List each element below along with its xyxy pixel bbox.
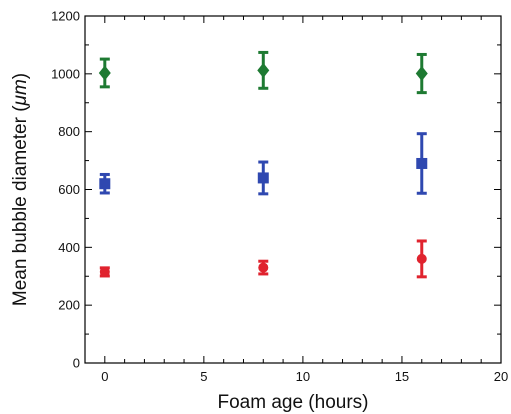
y-tick-label: 600 bbox=[58, 182, 80, 197]
data-point-diamond bbox=[98, 65, 111, 81]
x-tick-label: 0 bbox=[101, 369, 108, 384]
y-tick-label: 400 bbox=[58, 240, 80, 255]
data-point-square bbox=[257, 172, 269, 184]
y-tick-label: 200 bbox=[58, 298, 80, 313]
plot-frame bbox=[84, 15, 502, 364]
y-axis-label-suffix: ) bbox=[10, 73, 31, 79]
x-tick-label: 15 bbox=[395, 369, 409, 384]
x-tick-label: 20 bbox=[494, 369, 508, 384]
y-axis-label-unit: μm bbox=[10, 79, 31, 106]
data-point-diamond bbox=[257, 62, 270, 78]
y-axis-label-prefix: Mean bubble diameter ( bbox=[10, 105, 31, 306]
y-tick-label: 1000 bbox=[51, 66, 80, 81]
y-tick-label: 800 bbox=[58, 124, 80, 139]
x-tick-label: 5 bbox=[200, 369, 207, 384]
data-point-square bbox=[99, 178, 111, 190]
y-tick-label: 1200 bbox=[51, 9, 80, 24]
x-axis-label: Foam age (hours) bbox=[217, 392, 368, 413]
data-point-circle bbox=[258, 262, 269, 273]
data-point-diamond bbox=[415, 66, 428, 82]
data-point-circle bbox=[99, 266, 110, 277]
x-tick-label: 10 bbox=[296, 369, 310, 384]
plot-area bbox=[98, 50, 428, 279]
y-tick-label: 0 bbox=[73, 356, 80, 371]
axis-ticks: 0 200 400 600 800 1000 1200 0 5 10 15 20 bbox=[51, 9, 508, 385]
y-axis-label: Mean bubble diameter (μm) bbox=[10, 73, 31, 306]
data-point-square bbox=[416, 157, 428, 169]
data-point-circle bbox=[416, 253, 427, 264]
